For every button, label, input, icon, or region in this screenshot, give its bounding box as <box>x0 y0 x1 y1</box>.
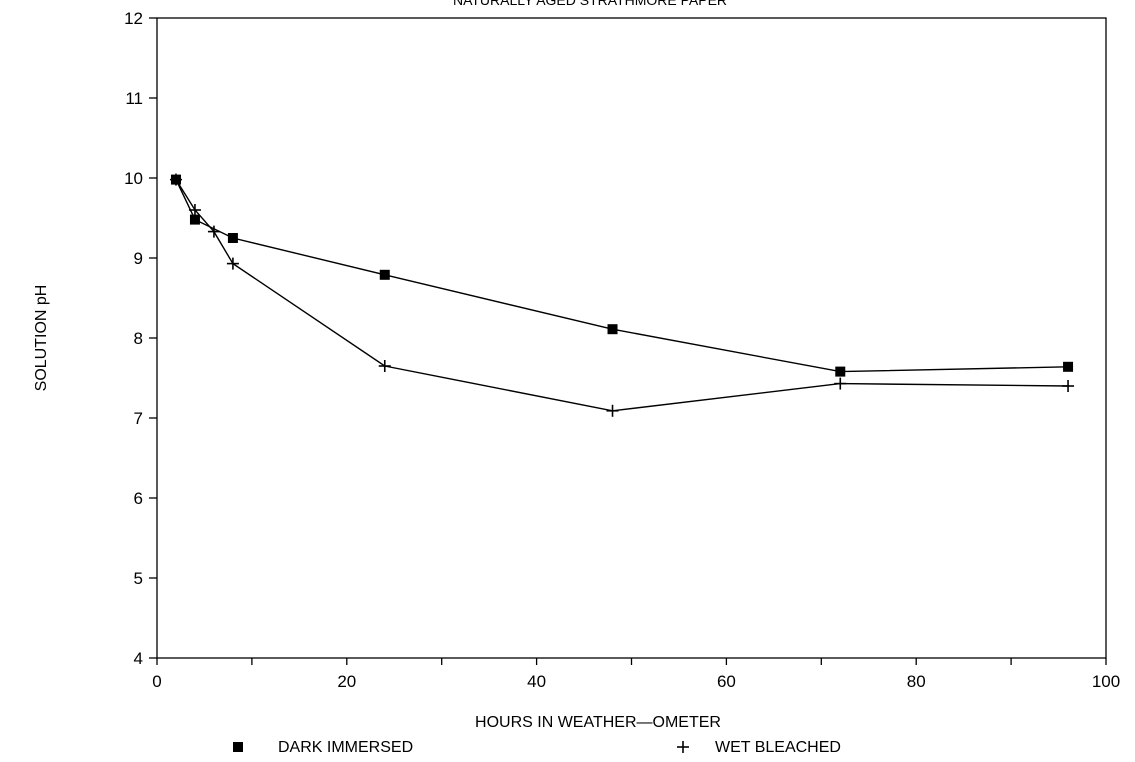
data-point-dark-immersed <box>227 233 238 243</box>
data-point-dark-immersed <box>607 324 618 335</box>
x-axis-label: HOURS IN WEATHER—OMETER <box>475 714 721 731</box>
x-tick-label: 0 <box>152 672 161 691</box>
chart-title: NATURALLY AGED STRATHMORE PAPER <box>453 0 727 8</box>
x-tick-label: 20 <box>337 672 356 691</box>
legend-label-wet-bleached: WET BLEACHED <box>715 739 841 756</box>
y-tick-label: 8 <box>134 329 143 348</box>
x-tick-label: 100 <box>1092 672 1120 691</box>
data-point-dark-immersed <box>835 366 846 377</box>
y-axis: 4 5 6 7 8 9 10 11 12 <box>124 9 157 668</box>
series-markers <box>169 173 1075 417</box>
data-point-wet-bleached <box>188 204 201 216</box>
data-point-wet-bleached <box>378 360 391 372</box>
y-axis-label: SOLUTION pH <box>33 285 50 392</box>
data-point-wet-bleached <box>226 257 239 270</box>
series-line-1 <box>175 179 1069 412</box>
data-point-wet-bleached <box>169 173 182 186</box>
x-tick-label: 80 <box>907 672 926 691</box>
x-axis: 0 20 40 60 80 100 <box>152 658 1120 691</box>
series-line-0 <box>175 179 1069 373</box>
plot-area: 0 20 40 60 80 100 4 5 6 7 8 9 10 11 12 <box>124 9 1120 691</box>
data-point-wet-bleached <box>834 377 847 390</box>
y-tick-label: 11 <box>125 89 143 108</box>
data-point-wet-bleached <box>1062 380 1075 392</box>
y-tick-label: 12 <box>124 9 143 28</box>
data-point-wet-bleached <box>606 404 619 417</box>
series-lines <box>175 179 1069 412</box>
y-tick-label: 4 <box>134 649 143 668</box>
data-point-wet-bleached <box>207 225 220 238</box>
data-point-dark-immersed <box>189 214 200 225</box>
data-point-dark-immersed <box>379 269 390 280</box>
plot-frame <box>156 17 1107 659</box>
data-point-dark-immersed <box>1063 361 1074 372</box>
y-tick-label: 7 <box>134 409 143 428</box>
legend-marker-wet-bleached <box>677 741 689 753</box>
x-tick-label: 60 <box>717 672 736 691</box>
y-tick-label: 5 <box>134 569 143 588</box>
y-tick-label: 10 <box>124 169 143 188</box>
x-tick-label: 40 <box>527 672 546 691</box>
y-tick-label: 6 <box>134 489 143 508</box>
legend-label-dark-immersed: DARK IMMERSED <box>278 739 413 756</box>
y-tick-label: 9 <box>134 249 143 268</box>
legend-marker-dark-immersed <box>233 742 243 752</box>
legend: DARK IMMERSED WET BLEACHED <box>233 739 841 756</box>
